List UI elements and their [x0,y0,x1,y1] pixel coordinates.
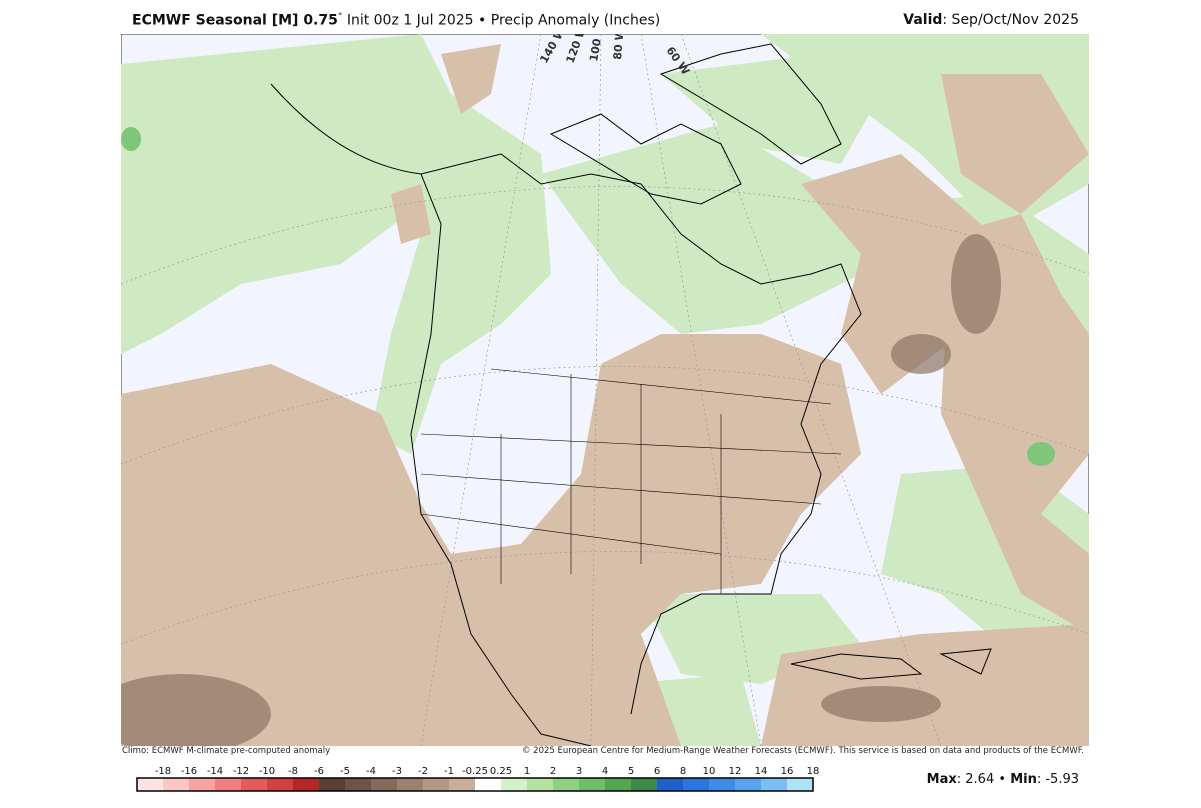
colorbar-label: 3 [576,766,582,777]
colorbar-label: 12 [729,766,742,777]
dark-green-areas [121,127,1055,466]
colorbar-swatch [709,778,735,791]
colorbar-swatch [137,778,163,791]
colorbar-swatch [579,778,605,791]
colorbar-label: 8 [680,766,686,777]
colorbar-swatch [371,778,397,791]
colorbar-label: -2 [418,766,428,777]
title: ECMWF Seasonal [M] 0.75° Init 00z 1 Jul … [132,12,660,29]
title-main: ECMWF Seasonal [M] 0.75 [132,12,338,29]
colorbar-frame [136,777,814,792]
colorbar-swatch [423,778,449,791]
colorbar-label: -18 [155,766,171,777]
stats-bullet: • [998,772,1007,787]
copyright: © 2025 European Centre for Medium-Range … [521,746,1084,756]
max-value: : 2.64 [956,772,995,787]
colorbar-label: 1 [524,766,530,777]
colorbar-label: 14 [755,766,768,777]
colorbar-label: -8 [288,766,298,777]
colorbar-label: 16 [781,766,794,777]
min-label: Min [1010,772,1037,787]
coastlines [270,43,992,746]
colorbar-swatch [189,778,215,791]
max-label: Max [926,772,957,787]
colorbar-swatch [397,778,423,791]
colorbar-label: -10 [259,766,275,777]
colorbar-label: 0.25 [490,766,512,777]
colorbar-swatch [605,778,631,791]
colorbar-label: -14 [207,766,223,777]
valid-label: Valid [903,12,943,28]
colorbar-swatch [475,778,501,791]
borders [420,368,842,594]
climo-note: Climo: ECMWF M-climate pre-computed anom… [122,746,331,756]
colorbar-label: 2 [550,766,556,777]
valid-value: : Sep/Oct/Nov 2025 [942,12,1079,28]
colorbar-label: -0.25 [462,766,488,777]
longitude-label: 80 W [611,34,627,60]
colorbar-swatch [553,778,579,791]
min-value: : -5.93 [1036,772,1079,787]
init: Init 00z 1 Jul 2025 [346,12,474,29]
colorbar-swatch [241,778,267,791]
colorbar: -18 -16 -14 -12 -10 -8 -6 -5 -4 -3 -2 -1 -0.25 0.25 1 2… [136,766,820,792]
bullet: • [478,12,487,29]
colorbar-label: 4 [602,766,608,777]
graticule [121,34,1089,746]
colorbar-label: -4 [366,766,376,777]
colorbar-swatch [267,778,293,791]
colorbar-swatch [293,778,319,791]
colorbar-swatch [215,778,241,791]
colorbar-label: 5 [628,766,634,777]
colorbar-label: -16 [181,766,197,777]
colorbar-swatch [683,778,709,791]
colorbar-swatch [735,778,761,791]
stats: Max: 2.64 • Min: -5.93 [927,772,1079,787]
field: Precip Anomaly (Inches) [490,12,661,29]
colorbar-swatch [163,778,189,791]
colorbar-label: -1 [444,766,454,777]
colorbar-swatch [501,778,527,791]
colorbar-label: -5 [340,766,350,777]
valid: Valid: Sep/Oct/Nov 2025 [903,12,1079,28]
colorbar-label: 10 [703,766,716,777]
colorbar-swatch [787,778,813,791]
colorbar-swatch [657,778,683,791]
colorbar-label: 6 [654,766,660,777]
colorbar-swatch [449,778,475,791]
colorbar-label: -6 [314,766,324,777]
colorbar-swatch [761,778,787,791]
degree: ° [337,12,343,22]
dark-brown-areas [121,234,1001,746]
colorbar-label: 18 [807,766,820,777]
colorbar-swatch [527,778,553,791]
colorbar-label: -3 [392,766,402,777]
colorbar-swatch [345,778,371,791]
colorbar-label: -12 [233,766,249,777]
colorbar-swatch [319,778,345,791]
colorbar-swatch [631,778,657,791]
